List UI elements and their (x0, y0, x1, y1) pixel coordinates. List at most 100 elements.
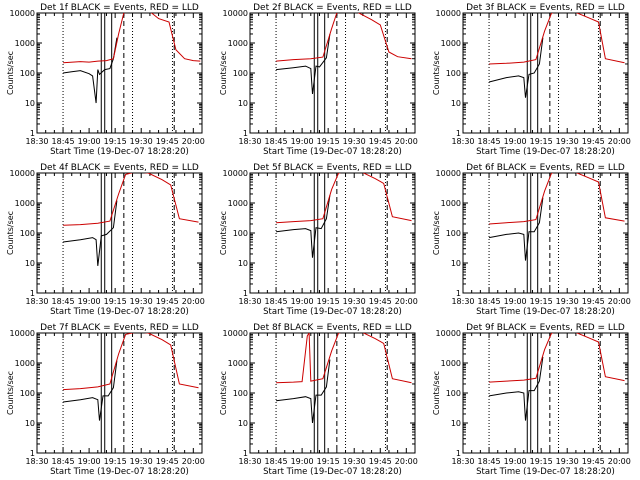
y-tick-label: 100 (233, 389, 248, 398)
x-tick-label: 18:30 (25, 137, 48, 146)
x-tick-label: 18:45 (52, 137, 75, 146)
y-tick-label: 1000 (441, 39, 461, 48)
x-tick-label: 19:15 (317, 457, 340, 466)
y-tick-label: 10000 (223, 9, 248, 18)
x-tick-label: 19:15 (317, 137, 340, 146)
x-axis-label: Start Time (19-Dec-07 18:28:20) (50, 307, 189, 317)
y-tick-label: 10 (451, 419, 461, 428)
events-series-line (63, 37, 118, 104)
panel-title: Det 2f BLACK = Events, RED = LLD (253, 3, 412, 13)
y-tick-label: 100 (20, 229, 35, 238)
panel-title: Det 7f BLACK = Events, RED = LLD (40, 323, 199, 333)
y-tick-label: 1 (243, 129, 248, 138)
series-group (488, 13, 625, 98)
lld-series-line (276, 333, 412, 384)
x-tick-label: 18:45 (265, 297, 288, 306)
x-tick-label: 18:30 (25, 297, 48, 306)
series-group (489, 173, 625, 261)
x-tick-label: 19:30 (343, 457, 366, 466)
x-tick-label: 20:00 (395, 457, 418, 466)
events-series-line (276, 359, 331, 424)
x-tick-label: 19:00 (504, 457, 527, 466)
y-tick-label: 1000 (441, 359, 461, 368)
series-group (276, 13, 412, 95)
series-group (276, 333, 412, 424)
x-tick-label: 18:30 (451, 457, 474, 466)
y-tick-label: 1 (456, 129, 461, 138)
panel-8: Det 8f BLACK = Events, RED = LLD 1 10 100 10… (219, 323, 418, 477)
lld-series-line (276, 13, 412, 62)
x-tick-label: 19:45 (582, 457, 605, 466)
x-tick-label: 20:00 (395, 297, 418, 306)
x-tick-label: 19:30 (343, 297, 366, 306)
x-tick-label: 20:00 (395, 137, 418, 146)
y-tick-label: 1000 (15, 359, 35, 368)
panel-title: Det 6f BLACK = Events, RED = LLD (466, 163, 625, 173)
panel-title: Det 1f BLACK = Events, RED = LLD (40, 3, 199, 13)
x-tick-label: 19:30 (130, 457, 153, 466)
y-tick-label: 10 (238, 419, 248, 428)
panel-9: Det 9f BLACK = Events, RED = LLD 1 10 100 10… (432, 323, 631, 477)
y-tick-label: 10000 (10, 329, 35, 338)
x-tick-label: 20:00 (608, 137, 631, 146)
marker-lines (275, 333, 388, 453)
x-axis-label: Start Time (19-Dec-07 18:28:20) (50, 147, 189, 157)
y-axis-label: Counts/sec (6, 211, 15, 255)
panel-6: Det 6f BLACK = Events, RED = LLD 1 10 100 10… (432, 163, 631, 317)
x-axis-label: Start Time (19-Dec-07 18:28:20) (263, 467, 402, 477)
x-tick-label: 19:45 (156, 457, 179, 466)
plot-frame (249, 172, 416, 294)
y-tick-label: 10000 (436, 169, 461, 178)
x-tick-label: 19:15 (104, 137, 127, 146)
x-tick-label: 18:30 (238, 137, 261, 146)
x-tick-label: 19:30 (130, 297, 153, 306)
series-group (63, 173, 199, 266)
x-tick-label: 19:00 (291, 457, 314, 466)
y-tick-label: 1000 (228, 39, 248, 48)
lld-series-line (276, 173, 412, 224)
x-tick-label: 18:45 (265, 457, 288, 466)
marker-lines (62, 173, 175, 293)
y-tick-label: 10000 (10, 169, 35, 178)
marker-lines (488, 13, 601, 133)
x-axis-label: Start Time (19-Dec-07 18:28:20) (263, 307, 402, 317)
marker-lines (62, 333, 175, 453)
y-tick-label: 10 (25, 99, 35, 108)
panel-7: Det 7f BLACK = Events, RED = LLD 1 10 100 10… (6, 323, 205, 477)
marker-lines (488, 333, 601, 453)
events-series-line (489, 197, 544, 261)
x-tick-label: 18:30 (451, 137, 474, 146)
y-axis-label: Counts/sec (219, 371, 228, 415)
y-tick-label: 10 (451, 259, 461, 268)
x-tick-label: 19:15 (530, 297, 553, 306)
series-group (63, 13, 201, 104)
x-tick-label: 19:45 (369, 457, 392, 466)
x-axis-label: Start Time (19-Dec-07 18:28:20) (476, 467, 615, 477)
x-tick-label: 18:30 (451, 297, 474, 306)
lld-series-line (63, 333, 199, 391)
x-tick-label: 19:45 (582, 137, 605, 146)
panel-title: Det 9f BLACK = Events, RED = LLD (466, 323, 625, 333)
lld-series-line (489, 13, 625, 65)
y-tick-label: 1000 (228, 199, 248, 208)
y-tick-label: 1000 (441, 199, 461, 208)
lld-series-line (489, 333, 625, 383)
x-tick-label: 19:00 (78, 457, 101, 466)
y-tick-label: 10 (451, 99, 461, 108)
series-group (63, 333, 199, 421)
y-tick-label: 1 (30, 449, 35, 458)
x-tick-label: 19:30 (343, 137, 366, 146)
lld-series-line (63, 13, 201, 64)
panel-title: Det 4f BLACK = Events, RED = LLD (40, 163, 199, 173)
marker-lines (275, 173, 388, 293)
y-tick-label: 1000 (15, 39, 35, 48)
x-tick-label: 19:30 (556, 297, 579, 306)
x-tick-label: 19:15 (104, 457, 127, 466)
x-tick-label: 18:45 (52, 457, 75, 466)
x-tick-label: 19:00 (78, 297, 101, 306)
x-axis-label: Start Time (19-Dec-07 18:28:20) (50, 467, 189, 477)
x-tick-label: 20:00 (608, 297, 631, 306)
x-tick-label: 18:45 (478, 457, 501, 466)
y-tick-label: 100 (233, 69, 248, 78)
x-tick-label: 18:45 (265, 137, 288, 146)
